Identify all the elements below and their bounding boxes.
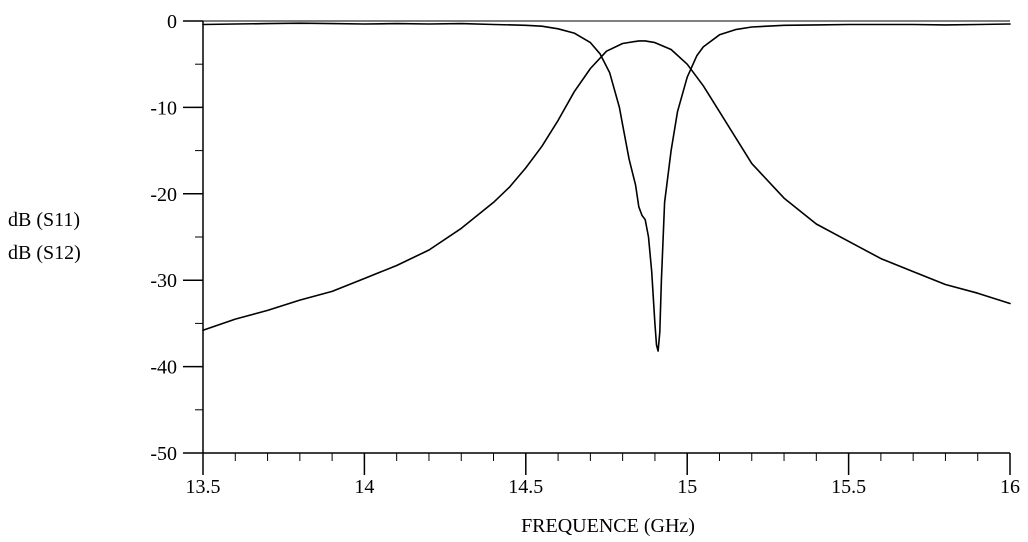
tick-labels: 13.5 14 14.5 15 15.5 16 0 -10 -20 -30 -40 -50 [150, 11, 1020, 498]
x-tick-label: 15.5 [831, 476, 866, 498]
x-tick-label: 16 [1000, 476, 1020, 498]
y-axis-title-s12: dB (S12) [8, 242, 81, 264]
y-tick-label: -30 [150, 270, 177, 292]
axes-layer [202, 20, 1010, 454]
y-tick-label: -10 [150, 97, 177, 119]
major-ticks [183, 20, 1011, 475]
x-tick-label: 14 [354, 476, 374, 498]
y-tick-label: -40 [150, 357, 177, 379]
minor-ticks [195, 20, 1011, 461]
x-axis-title: FREQUENCE (GHz) [521, 515, 695, 537]
x-tick-label: 13.5 [186, 476, 221, 498]
series-line-s11 [202, 22, 1011, 352]
y-tick-label: -20 [150, 184, 177, 206]
x-tick-label: 14.5 [508, 476, 543, 498]
series-line-s12 [202, 40, 1011, 332]
x-tick-label: 15 [677, 476, 697, 498]
y-axis-title-s11: dB (S11) [8, 209, 80, 231]
y-tick-label: -50 [150, 443, 177, 465]
y-tick-label: 0 [167, 11, 177, 33]
series-layer [202, 22, 1011, 352]
